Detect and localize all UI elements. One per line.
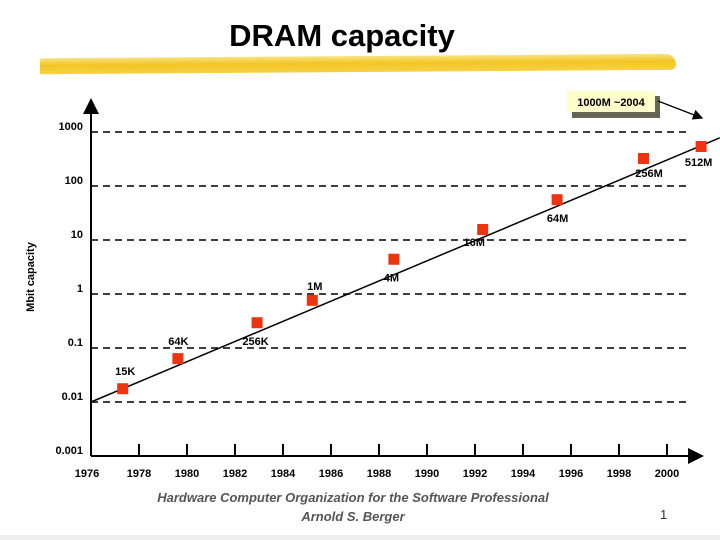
y-tick-label: 1	[77, 283, 83, 295]
point-label: 256M	[635, 168, 663, 180]
callout-arrow	[657, 100, 704, 120]
data-point-256M	[638, 153, 649, 165]
x-tick-label: 1986	[319, 468, 343, 480]
data-point-64M	[551, 194, 563, 206]
x-tick-label: 1988	[367, 468, 391, 480]
x-tick-label: 1976	[75, 468, 99, 480]
point-label: 256K	[242, 336, 268, 348]
y-tick-label: 1000	[59, 121, 83, 133]
x-tick-label: 1996	[559, 468, 583, 480]
x-tick-label: 2000	[655, 468, 679, 480]
footer-book-title: Hardware Computer Organization for the S…	[157, 490, 549, 505]
data-point-4M	[388, 253, 400, 265]
x-tick-label: 1992	[463, 468, 487, 480]
callout-label: 1000M ~2004	[577, 97, 645, 109]
callout-box	[567, 91, 655, 112]
y-axis-label: Mbit capacity	[25, 241, 37, 312]
data-point-15K	[117, 383, 129, 395]
page-number: 1	[660, 507, 668, 522]
point-label: 16M	[463, 237, 484, 249]
y-tick-label: 0.001	[55, 445, 83, 457]
data-point-512M	[695, 141, 707, 153]
data-point-16M	[477, 223, 489, 235]
y-tick-label: 0.1	[68, 337, 83, 349]
point-label: 64K	[168, 336, 188, 348]
point-label: 4M	[384, 273, 399, 285]
point-label: 64M	[547, 213, 568, 225]
x-tick-label: 1980	[175, 468, 199, 480]
data-point-64K	[172, 353, 184, 365]
trend-line	[90, 137, 720, 403]
y-tick-label: 10	[71, 229, 83, 241]
x-tick-label: 1984	[271, 468, 296, 480]
x-tick-label: 1982	[223, 468, 247, 480]
point-label: 15K	[115, 366, 135, 378]
data-point-256K	[251, 317, 263, 329]
point-label: 1M	[307, 281, 322, 293]
data-point-1M	[306, 294, 318, 306]
x-tick-label: 1990	[415, 468, 439, 480]
x-tick-label: 1994	[511, 468, 536, 480]
x-tick-label: 1978	[127, 468, 151, 480]
y-tick-label: 100	[65, 175, 83, 187]
footer-author: Arnold S. Berger	[301, 509, 405, 524]
page-title: DRAM capacity	[229, 18, 455, 53]
bottom-bar	[0, 535, 720, 540]
y-tick-label: 0.01	[62, 391, 83, 403]
x-tick-label: 1998	[607, 468, 631, 480]
point-label: 512M	[685, 157, 713, 169]
